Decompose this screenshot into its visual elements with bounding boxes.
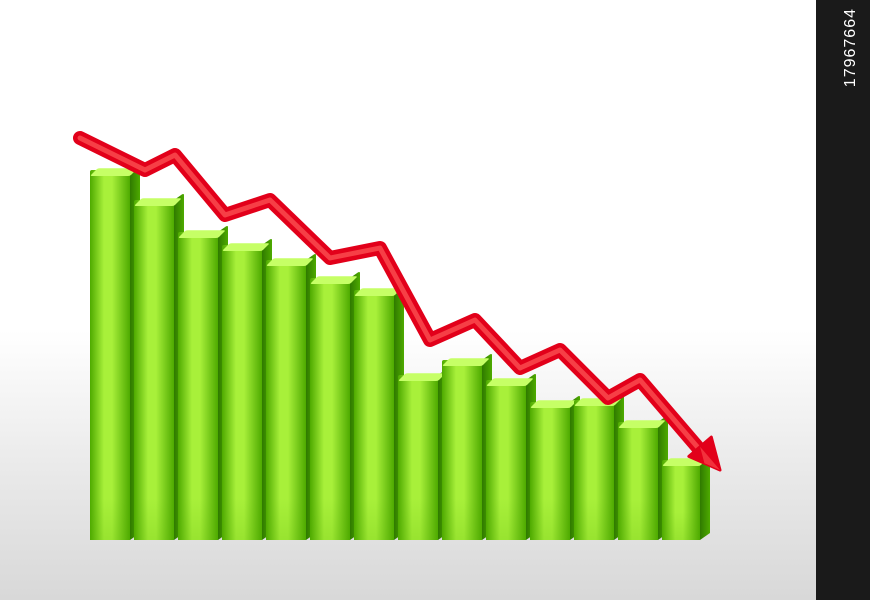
bar [530, 402, 570, 540]
bar [178, 232, 218, 540]
bar [310, 278, 350, 540]
bar [574, 400, 614, 540]
bar [398, 375, 438, 540]
bar [266, 260, 306, 540]
bar [662, 460, 700, 540]
watermark-strip [816, 0, 870, 600]
bar [354, 290, 394, 540]
bars-container [0, 0, 760, 600]
bar [90, 170, 130, 540]
bar [222, 245, 262, 540]
watermark-id: 17967664 [842, 8, 860, 87]
bar [618, 422, 658, 540]
bar-chart [0, 0, 760, 600]
bar [486, 380, 526, 540]
bar [442, 360, 482, 540]
stage: © FreeImages.com 17967664 [0, 0, 870, 600]
bar [134, 200, 174, 540]
